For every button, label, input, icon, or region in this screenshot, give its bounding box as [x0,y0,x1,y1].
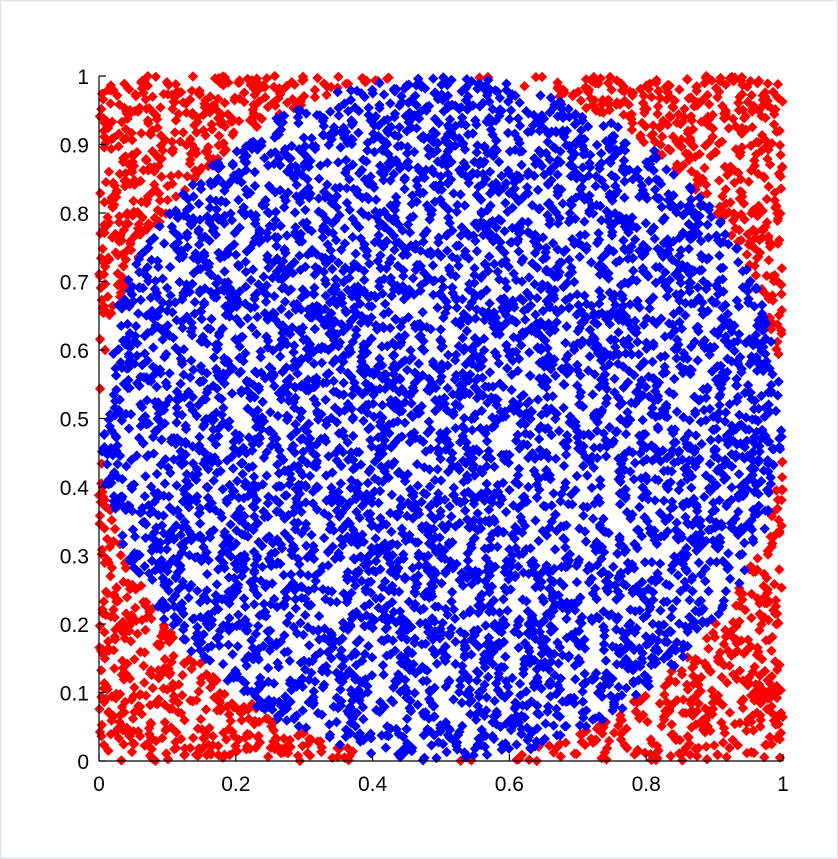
inside-points-series [96,72,787,766]
y-tick-label: 0.1 [60,683,89,706]
y-tick-label: 0.8 [60,203,89,226]
outside-points-series [93,70,789,767]
y-tick-label: 0.2 [60,614,89,637]
axes [98,75,784,762]
y-tick-label: 0.7 [60,272,89,295]
y-tick-label: 0.6 [60,340,89,363]
x-tick-label: 0 [93,773,105,796]
tick-labels: 0 0.2 0.4 0.6 0.8 1 0 0.1 0.2 0.3 0.4 0.5 0.6 0.7 0.8 0… [60,66,789,796]
data-points [93,70,789,767]
x-tick-label: 0.6 [495,773,524,796]
y-tick-label: 0.9 [60,135,89,158]
x-tick-label: 1 [777,773,789,796]
y-tick-label: 0.4 [60,477,90,500]
x-tick-label: 0.4 [358,773,388,796]
y-tick-label: 0.3 [60,546,89,569]
y-tick-label: 0.5 [60,409,89,432]
y-tick-label: 0 [77,751,89,774]
x-tick-label: 0.8 [632,773,661,796]
x-tick-label: 0.2 [221,773,250,796]
y-tick-label: 1 [77,66,89,89]
